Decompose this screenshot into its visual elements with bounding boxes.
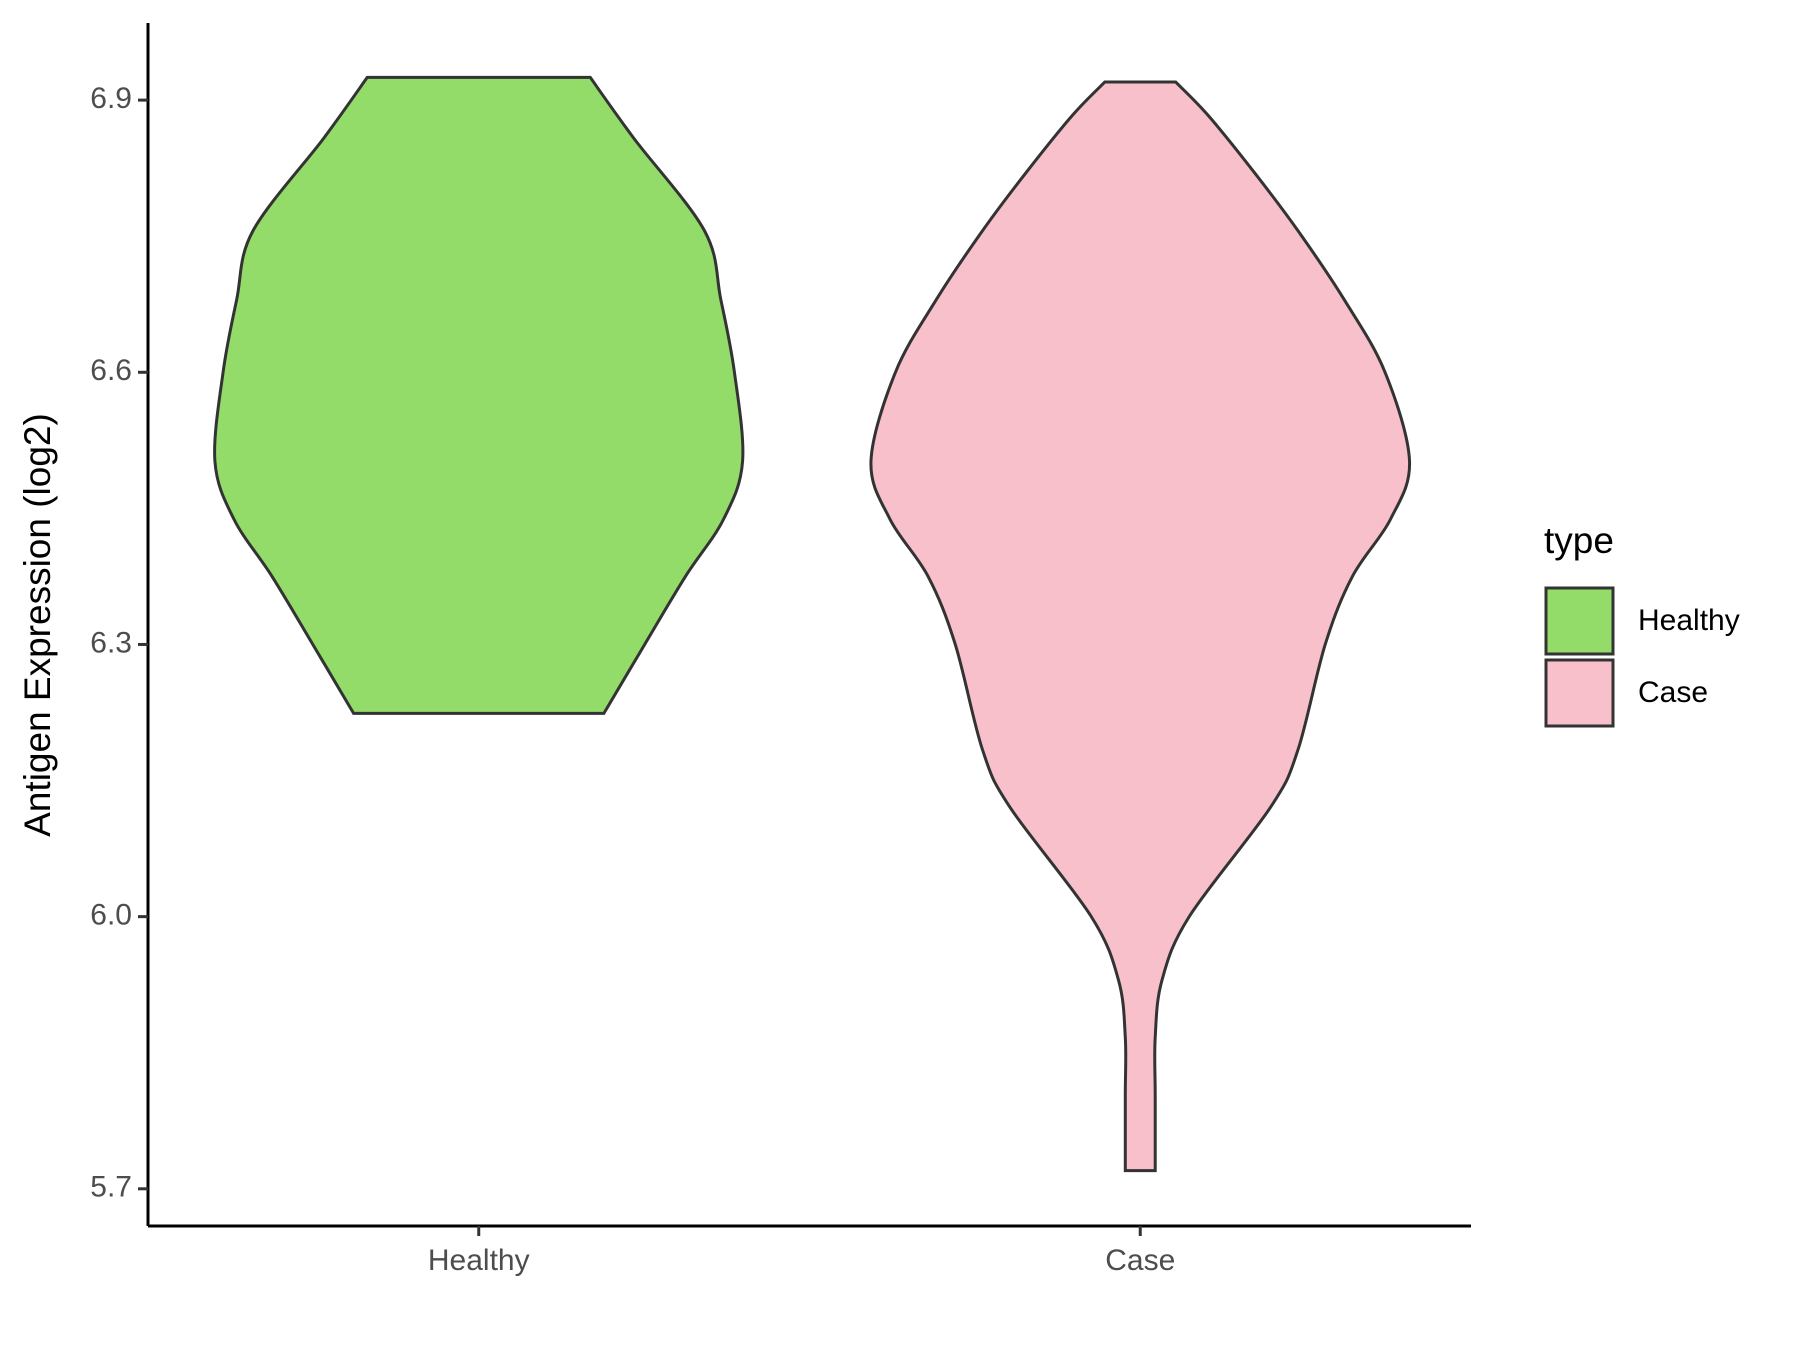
y-tick-label: 6.6 xyxy=(90,354,132,387)
legend-key xyxy=(1544,658,1615,728)
legend-label: Healthy xyxy=(1638,604,1740,637)
y-tick-label: 6.0 xyxy=(90,899,132,932)
y-tick-label: 6.9 xyxy=(90,82,132,115)
legend-label: Case xyxy=(1638,676,1708,709)
x-tick-label: Case xyxy=(1105,1244,1175,1277)
y-axis-title: Antigen Expression (log2) xyxy=(17,413,58,837)
legend-title: type xyxy=(1544,520,1614,561)
x-tick-label: Healthy xyxy=(428,1244,530,1277)
violin xyxy=(213,75,745,715)
violin xyxy=(869,80,1412,1173)
legend-key xyxy=(1544,586,1615,656)
y-tick-label: 5.7 xyxy=(90,1171,132,1204)
y-tick-label: 6.3 xyxy=(90,626,132,659)
